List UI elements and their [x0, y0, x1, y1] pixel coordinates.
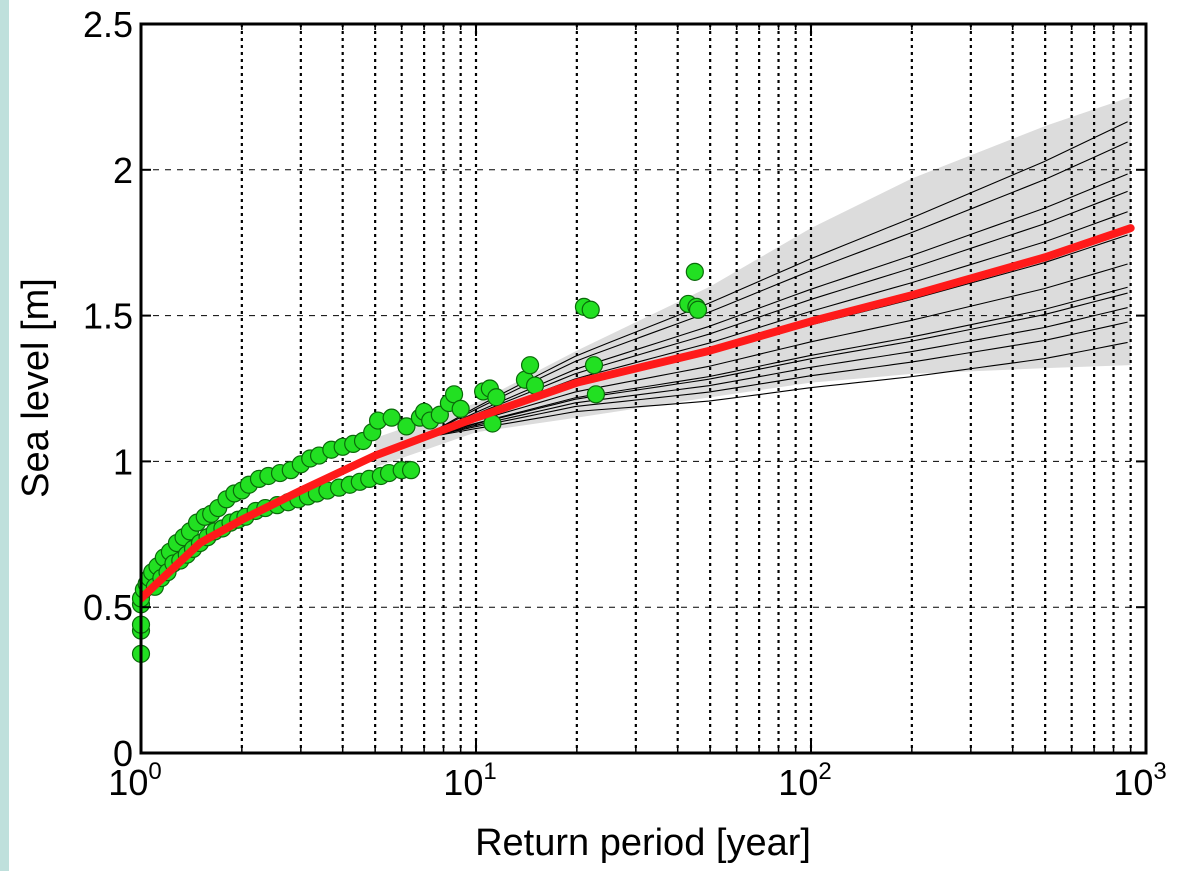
observed-point — [487, 388, 506, 407]
x-tick-exponent: 1 — [483, 758, 496, 785]
median-fit — [141, 224, 1135, 603]
x-tick-exponent: 0 — [148, 758, 161, 785]
ensemble-line — [423, 121, 1128, 438]
observed-point — [584, 356, 604, 375]
x-tick-label: 103 — [1113, 758, 1166, 803]
observed-point — [586, 385, 606, 404]
ensemble-line — [423, 263, 1128, 438]
ensemble-line — [424, 341, 1128, 438]
ensemble-line — [424, 321, 1128, 438]
median-fit-line — [141, 224, 1135, 603]
observed-point — [397, 417, 416, 436]
y-tick-label: 2 — [113, 150, 133, 191]
observed-points — [131, 262, 708, 663]
y-tick-label: 0.5 — [83, 587, 133, 628]
ensemble-line — [423, 307, 1128, 438]
x-tick-base: 10 — [108, 762, 148, 803]
observed-point — [382, 408, 401, 427]
observed-point — [688, 300, 708, 319]
x-tick-label: 100 — [108, 758, 161, 803]
observed-point — [520, 356, 540, 375]
x-tick-base: 10 — [778, 762, 818, 803]
y-axis-label: Sea level [m] — [15, 278, 57, 498]
observed-point — [685, 262, 704, 281]
observed-point — [401, 461, 421, 480]
ensemble-line — [423, 292, 1128, 438]
observed-point — [451, 399, 470, 419]
y-tick-label: 2.5 — [83, 4, 133, 45]
x-tick-base: 10 — [1113, 762, 1153, 803]
x-tick-label: 101 — [443, 758, 496, 803]
y-tick-label: 1 — [113, 441, 133, 482]
x-tick-exponent: 3 — [1153, 758, 1166, 785]
left-border-strip — [0, 0, 9, 871]
x-axis-label: Return period [year] — [475, 822, 811, 864]
ensemble-line — [423, 141, 1128, 438]
x-tick-exponent: 2 — [818, 758, 831, 785]
x-tick-label: 102 — [778, 758, 831, 803]
ensemble-line — [423, 286, 1128, 438]
plot-frame — [139, 22, 1148, 755]
observed-point — [581, 300, 600, 319]
y-tick-label: 1.5 — [83, 296, 133, 337]
x-tick-base: 10 — [443, 762, 483, 803]
y-tick-label: 0 — [113, 733, 133, 774]
